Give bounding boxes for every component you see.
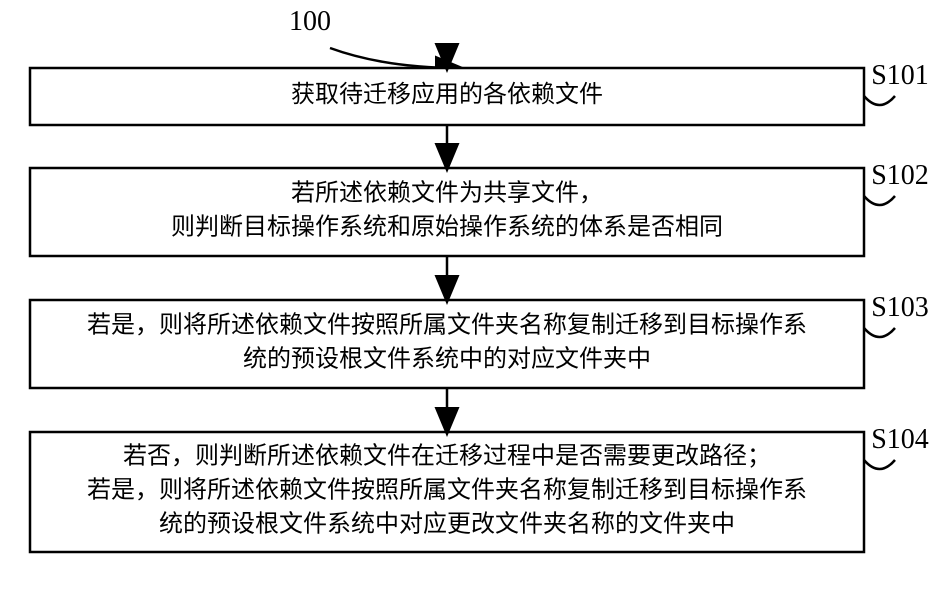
step-connector-3 <box>864 328 895 337</box>
step-label-s103: S103 <box>871 292 929 323</box>
step-label-s101: S101 <box>871 60 929 91</box>
step-label-s104: S104 <box>871 424 929 455</box>
figure-number: 100 <box>289 6 331 37</box>
step-2-text-line-1: 若所述依赖文件为共享文件， <box>291 180 603 207</box>
figure-pointer-arrow <box>330 48 460 68</box>
step-3-text-line-2: 统的预设根文件系统中的对应文件夹中 <box>243 346 651 373</box>
step-connector-1 <box>864 96 895 105</box>
step-connector-2 <box>864 196 895 205</box>
step-label-s102: S102 <box>871 160 929 191</box>
step-2-text-line-2: 则判断目标操作系统和原始操作系统的体系是否相同 <box>171 214 723 241</box>
step-3-text-line-1: 若是，则将所述依赖文件按照所属文件夹名称复制迁移到目标操作系 <box>87 312 807 339</box>
step-4-text-line-3: 统的预设根文件系统中对应更改文件夹名称的文件夹中 <box>159 511 735 538</box>
step-4-text-line-2: 若是，则将所述依赖文件按照所属文件夹名称复制迁移到目标操作系 <box>87 477 807 504</box>
step-1-text-line-1: 获取待迁移应用的各依赖文件 <box>291 81 603 108</box>
step-4-text-line-1: 若否，则判断所述依赖文件在迁移过程中是否需要更改路径； <box>123 443 771 470</box>
step-connector-4 <box>864 460 895 469</box>
flowchart-diagram: 100 获取待迁移应用的各依赖文件 S101 若所述依赖文件为共享文件， 则判断目标操作… <box>0 0 941 610</box>
